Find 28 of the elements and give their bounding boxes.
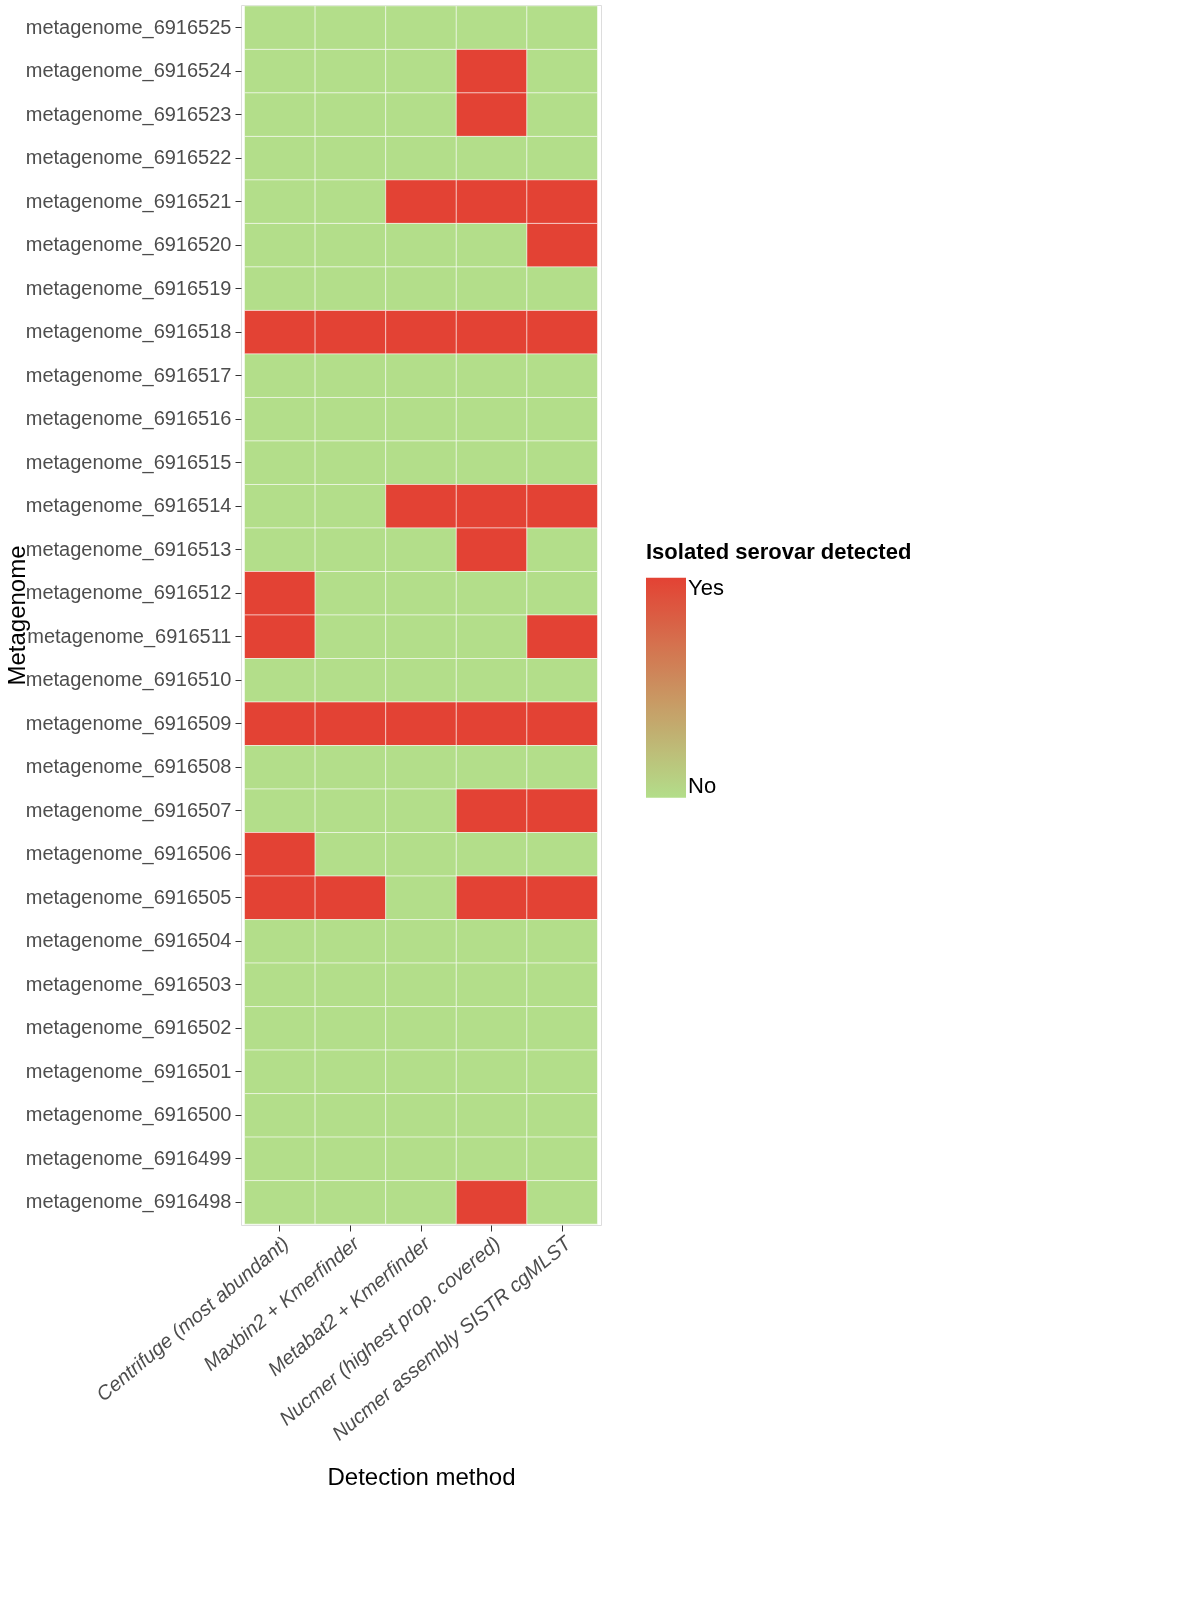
color-bar-label: No xyxy=(688,772,717,798)
y-tick-label: metagenome_6916501 xyxy=(25,1059,232,1083)
y-tick-label: metagenome_6916525 xyxy=(25,15,232,39)
y-tick-label: metagenome_6916517 xyxy=(25,363,232,387)
y-tick-label: metagenome_6916500 xyxy=(25,1103,232,1127)
y-tick-label: metagenome_6916499 xyxy=(25,1146,232,1170)
y-tick-label: metagenome_6916507 xyxy=(25,798,232,822)
y-tick-label: metagenome_6916498 xyxy=(25,1190,232,1214)
y-tick-label: metagenome_6916509 xyxy=(25,711,232,735)
color-bar-title: Isolated serovar detected xyxy=(646,538,912,564)
y-tick-label: metagenome_6916524 xyxy=(25,59,232,83)
y-tick-label: metagenome_6916522 xyxy=(25,146,232,170)
y-tick-label: metagenome_6916514 xyxy=(25,494,232,518)
y-tick-label: metagenome_6916502 xyxy=(25,1016,232,1040)
x-axis-title: Detection method xyxy=(327,1462,516,1490)
y-tick-label: metagenome_6916508 xyxy=(25,755,232,779)
y-tick-label: metagenome_6916516 xyxy=(25,407,232,431)
y-tick-label: metagenome_6916523 xyxy=(25,102,232,126)
y-tick-label: metagenome_6916515 xyxy=(25,450,232,474)
y-tick-label: metagenome_6916503 xyxy=(25,972,232,996)
y-tick-label: metagenome_6916505 xyxy=(25,885,232,909)
y-tick-label: metagenome_6916521 xyxy=(25,189,232,213)
y-tick-label: metagenome_6916518 xyxy=(25,320,232,344)
color-bar-label: Yes xyxy=(688,574,724,600)
y-tick-label: metagenome_6916504 xyxy=(25,929,232,953)
y-tick-label: metagenome_6916520 xyxy=(25,233,232,257)
y-tick-label: metagenome_6916519 xyxy=(25,276,232,300)
y-tick-label: metagenome_6916506 xyxy=(25,842,232,866)
